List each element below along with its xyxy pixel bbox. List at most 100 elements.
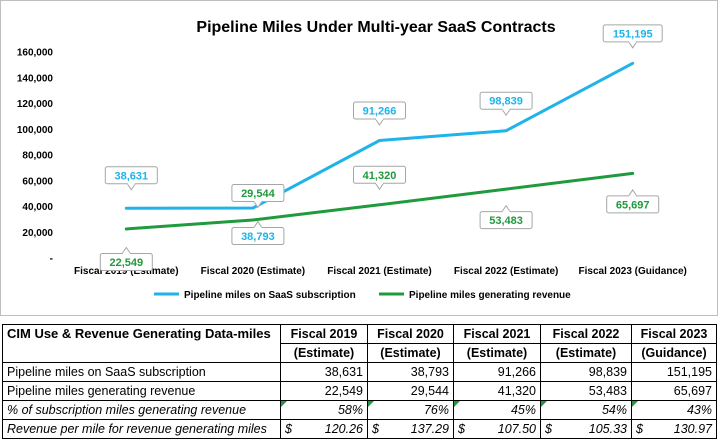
legend-item: Pipeline miles on SaaS subscription xyxy=(154,290,356,301)
data-label: 22,549 xyxy=(109,257,143,269)
callout-pointer xyxy=(501,108,512,117)
currency-symbol: $ xyxy=(458,421,465,436)
error-indicator-icon xyxy=(281,401,287,407)
table-cell: 151,195 xyxy=(631,362,717,382)
cell-value: 58% xyxy=(337,402,363,417)
y-tick-label: 80,000 xyxy=(22,151,53,162)
y-tick-label: 160,000 xyxy=(17,48,54,59)
row-label: Pipeline miles on SaaS subscription xyxy=(2,362,281,382)
x-category-label: Fiscal 2022 (Estimate) xyxy=(454,266,559,277)
cell-value: 130.97 xyxy=(673,421,712,436)
table-header-label: CIM Use & Revenue Generating Data-miles xyxy=(2,324,281,363)
x-axis-categories: Fiscal 2019 (Estimate) Fiscal 2020 (Estim… xyxy=(74,266,687,277)
data-label-callout: 98,839 xyxy=(479,91,533,117)
data-label: 151,195 xyxy=(613,28,653,40)
callout-pointer xyxy=(501,204,512,213)
error-indicator-icon xyxy=(368,401,374,407)
chart-container: Pipeline Miles Under Multi-year SaaS Con… xyxy=(0,0,718,316)
x-category-label: Fiscal 2023 (Guidance) xyxy=(579,266,687,277)
chart-title: Pipeline Miles Under Multi-year SaaS Con… xyxy=(196,19,555,36)
data-label-callout: 38,793 xyxy=(231,220,285,246)
table-cell: 65,697 xyxy=(631,381,717,401)
row-label: % of subscription miles generating reven… xyxy=(2,400,281,420)
table-cell: $120.26 xyxy=(280,419,368,439)
data-labels: 38,631 38,793 91,266 98,839 151,195 22,549 29,… xyxy=(99,24,663,271)
data-label-callout: 151,195 xyxy=(602,24,663,49)
x-category-label: Fiscal 2020 (Estimate) xyxy=(201,266,306,277)
table-header-row: CIM Use & Revenue Generating Data-miles … xyxy=(2,324,717,363)
callout-pointer xyxy=(374,182,385,191)
data-label: 38,793 xyxy=(241,231,275,243)
series-line-saas-subscription xyxy=(124,61,635,210)
callout-pointer xyxy=(627,41,638,49)
column-header-year: Fiscal 2023 xyxy=(631,324,717,344)
column-header-year: Fiscal 2019 xyxy=(280,324,368,344)
cell-value: 105.33 xyxy=(588,421,627,436)
table-cell: 43% xyxy=(631,400,717,420)
series-lines xyxy=(124,61,635,231)
callout-pointer xyxy=(252,220,263,229)
cell-value: 107.50 xyxy=(497,421,536,436)
error-indicator-icon xyxy=(541,401,547,407)
table-cell: 29,544 xyxy=(367,381,454,401)
table-cell: 76% xyxy=(367,400,454,420)
y-tick-label: 140,000 xyxy=(17,73,54,84)
table-cell: $105.33 xyxy=(540,419,632,439)
data-label-callout: 29,544 xyxy=(231,183,285,209)
legend-item: Pipeline miles generating revenue xyxy=(379,290,571,301)
table-cell: 54% xyxy=(540,400,632,420)
legend-label: Pipeline miles on SaaS subscription xyxy=(184,290,356,301)
callout-pointer xyxy=(126,183,137,191)
callout-pointer xyxy=(374,118,385,126)
table-cell: $137.29 xyxy=(367,419,454,439)
table-cell: 38,793 xyxy=(367,362,454,382)
data-label-callout: 38,631 xyxy=(104,166,158,191)
series-line-revenue-generating xyxy=(124,171,635,231)
currency-symbol: $ xyxy=(636,421,643,436)
error-indicator-icon xyxy=(454,401,460,407)
y-tick-label: 100,000 xyxy=(17,125,54,136)
data-label: 41,320 xyxy=(363,170,397,182)
table-cell: 58% xyxy=(280,400,368,420)
line-chart: Pipeline Miles Under Multi-year SaaS Con… xyxy=(17,19,687,301)
data-label-callout: 91,266 xyxy=(353,101,406,126)
table-cell: 45% xyxy=(453,400,541,420)
currency-symbol: $ xyxy=(545,421,552,436)
x-category-label: Fiscal 2021 (Estimate) xyxy=(327,266,432,277)
column-header-qualifier: (Estimate) xyxy=(540,343,632,363)
column-header-year: Fiscal 2022 xyxy=(540,324,632,344)
column-header-qualifier: (Estimate) xyxy=(280,343,368,363)
column-header-qualifier: (Guidance) xyxy=(631,343,717,363)
y-tick-label: - xyxy=(50,254,53,265)
table-row: Revenue per mile for revenue generating … xyxy=(2,419,717,439)
table-row: % of subscription miles generating reven… xyxy=(2,400,717,420)
legend-label: Pipeline miles generating revenue xyxy=(409,290,571,301)
table-cell: 98,839 xyxy=(540,362,632,382)
callout-pointer xyxy=(121,246,132,254)
table-row: Pipeline miles on SaaS subscription 38,6… xyxy=(2,362,717,382)
column-header-year: Fiscal 2021 xyxy=(453,324,541,344)
cell-value: 43% xyxy=(686,402,712,417)
cell-value: 137.29 xyxy=(410,421,449,436)
data-label-callout: 65,697 xyxy=(606,189,660,214)
column-header-qualifier: (Estimate) xyxy=(453,343,541,363)
data-label: 98,839 xyxy=(489,96,523,108)
data-label: 29,544 xyxy=(241,188,276,200)
x-category-label: Fiscal 2019 (Estimate) xyxy=(74,266,179,277)
currency-symbol: $ xyxy=(285,421,292,436)
y-tick-label: 20,000 xyxy=(22,228,53,239)
table-cell: $107.50 xyxy=(453,419,541,439)
table-cell: 41,320 xyxy=(453,381,541,401)
data-label: 91,266 xyxy=(363,105,397,117)
table-cell: $130.97 xyxy=(631,419,717,439)
callout-pointer xyxy=(627,189,638,197)
data-label: 38,631 xyxy=(114,170,148,182)
cell-value: 120.26 xyxy=(324,421,363,436)
y-tick-label: 60,000 xyxy=(22,176,53,187)
column-header-qualifier: (Estimate) xyxy=(367,343,454,363)
y-axis-ticks: 160,000 140,000 120,000 100,000 80,000 60,000… xyxy=(17,48,54,265)
table-header-row-sub: (Estimate) (Estimate) (Estimate) (Estima… xyxy=(3,343,717,363)
data-label: 53,483 xyxy=(489,215,523,227)
table-row: Pipeline miles generating revenue 22,549… xyxy=(2,381,717,401)
currency-symbol: $ xyxy=(372,421,379,436)
